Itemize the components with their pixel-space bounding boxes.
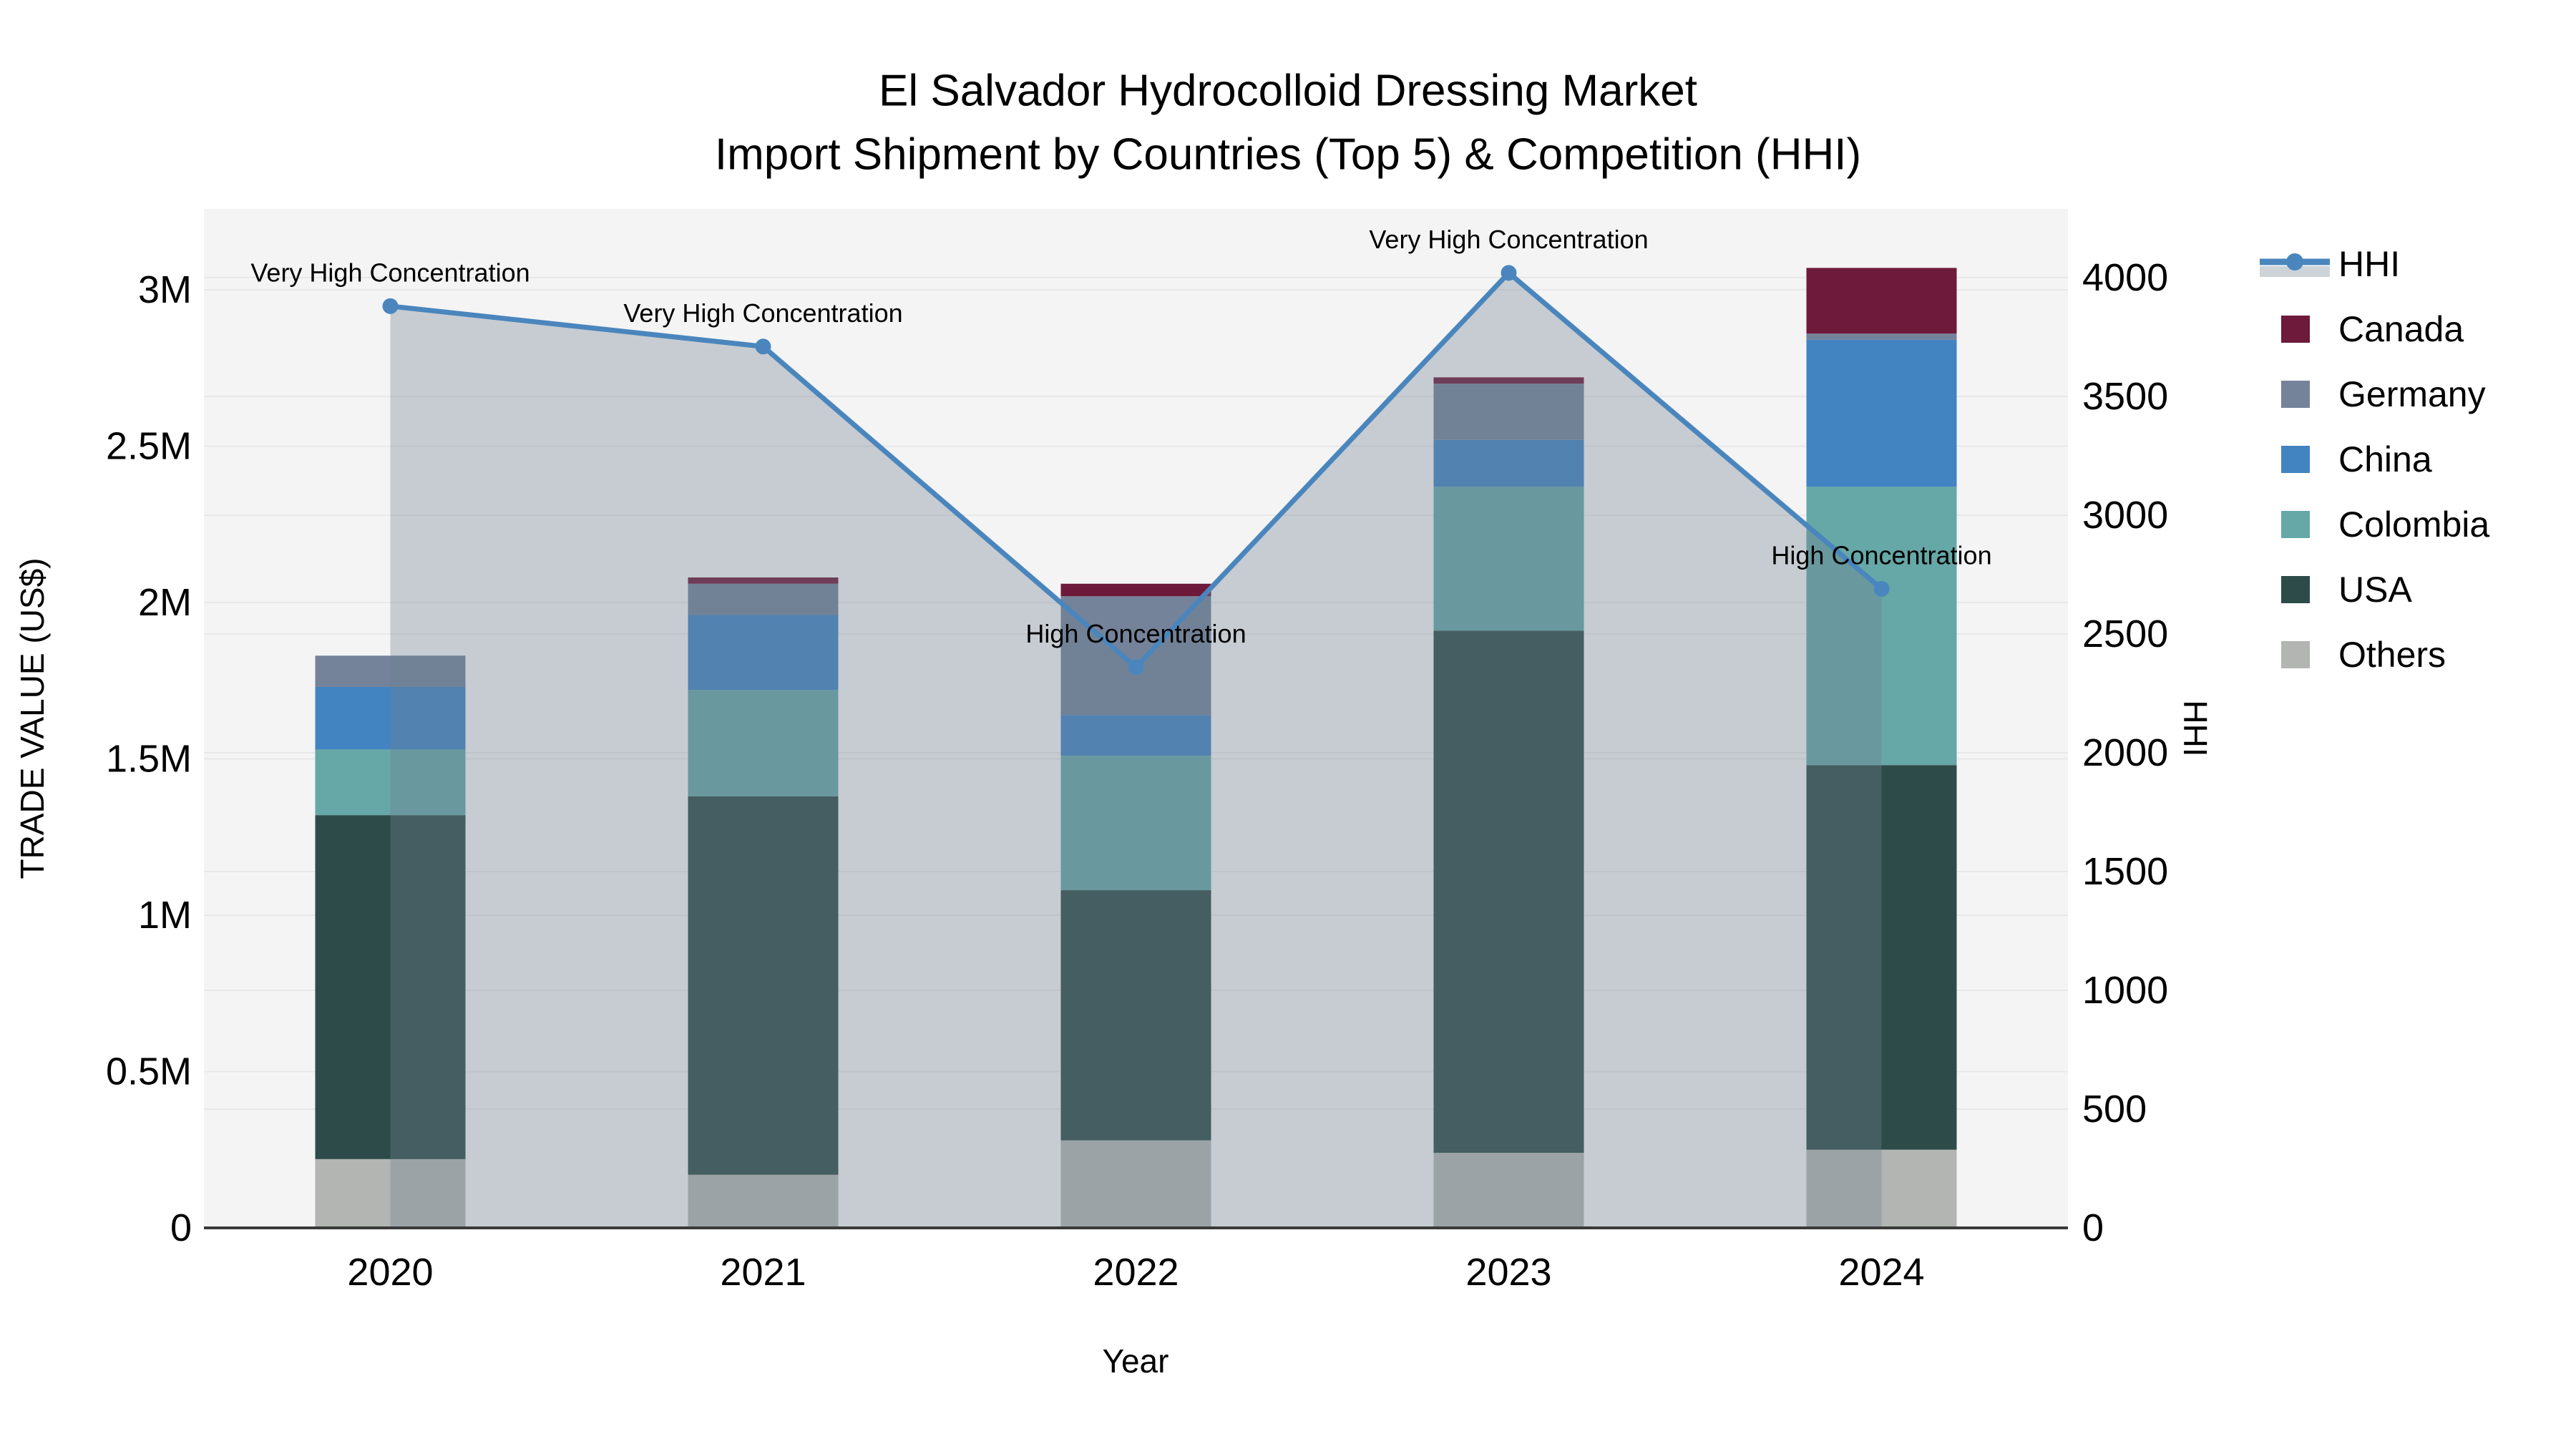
bar-segment-colombia-2020 — [315, 749, 466, 816]
hhi-marker-2022 — [1128, 659, 1144, 675]
legend-label-colombia: Colombia — [2338, 504, 2489, 545]
legend-hhi-marker — [2286, 253, 2303, 270]
x-axis-title: Year — [1103, 1342, 1169, 1380]
annotation-2020: Very High Concentration — [250, 258, 530, 287]
y-left-tick-1.5M: 1.5M — [106, 738, 192, 781]
legend-swatch-china — [2281, 446, 2310, 473]
y-left-tick-0.5M: 0.5M — [106, 1050, 192, 1093]
x-tick-2024: 2024 — [1838, 1251, 1924, 1294]
bar-segment-colombia-2022 — [1060, 756, 1211, 891]
y-right-tick-1000: 1000 — [2082, 969, 2168, 1012]
x-tick-2020: 2020 — [347, 1251, 433, 1294]
legend-label-germany: Germany — [2338, 374, 2486, 414]
hhi-area-fill — [390, 273, 1882, 1228]
bar-segment-others-2023 — [1433, 1153, 1584, 1228]
y-left-tick-2.5M: 2.5M — [106, 425, 192, 468]
y-left-tick-0: 0 — [170, 1206, 192, 1249]
bar-segment-colombia-2021 — [688, 690, 839, 796]
bar-segment-colombia-2023 — [1433, 487, 1584, 631]
y-right-tick-500: 500 — [2082, 1088, 2147, 1131]
bar-segment-usa-2020 — [315, 815, 466, 1159]
bar-segment-china-2021 — [688, 615, 839, 691]
annotation-2024: High Concentration — [1771, 540, 1991, 570]
annotation-2021: Very High Concentration — [623, 298, 902, 328]
x-tick-2022: 2022 — [1093, 1251, 1179, 1294]
bar-segment-germany-2021 — [688, 583, 839, 615]
y-right-tick-2500: 2500 — [2082, 613, 2168, 655]
bar-segment-canada-2021 — [688, 577, 839, 584]
bar-segment-canada-2024 — [1806, 268, 1957, 334]
legend-swatch-others — [2281, 641, 2310, 668]
y-right-axis-title: HHI — [2177, 700, 2214, 756]
y-left-tick-1M: 1M — [138, 894, 192, 937]
legend-label-canada: Canada — [2338, 309, 2464, 349]
legend-swatch-germany — [2281, 381, 2310, 408]
chart-title-line2: Import Shipment by Countries (Top 5) & C… — [715, 130, 1861, 180]
bar-segment-usa-2024 — [1806, 765, 1957, 1150]
bar-segment-colombia-2024 — [1806, 487, 1957, 766]
x-tick-2023: 2023 — [1465, 1251, 1551, 1294]
bar-segment-canada-2023 — [1433, 377, 1584, 384]
legend-label-hhi: HHI — [2338, 244, 2400, 284]
bar-segment-china-2024 — [1806, 339, 1957, 487]
chart-title-line1: El Salvador Hydrocolloid Dressing Market — [879, 67, 1697, 116]
legend-label-others: Others — [2338, 635, 2446, 675]
bar-segment-china-2020 — [315, 686, 466, 750]
bar-segment-germany-2024 — [1806, 333, 1957, 340]
bar-segment-others-2020 — [315, 1158, 466, 1228]
y-right-tick-3000: 3000 — [2082, 494, 2168, 537]
bar-segment-usa-2023 — [1433, 630, 1584, 1153]
legend-label-usa: USA — [2338, 570, 2412, 610]
y-left-tick-2M: 2M — [138, 581, 192, 624]
bar-segment-canada-2022 — [1060, 583, 1211, 597]
annotation-2022: High Concentration — [1025, 619, 1246, 648]
y-right-tick-0: 0 — [2082, 1206, 2104, 1249]
y-left-tick-3M: 3M — [138, 268, 192, 311]
bar-segment-germany-2023 — [1433, 384, 1584, 440]
y-right-tick-3500: 3500 — [2082, 375, 2168, 418]
bar-segment-china-2023 — [1433, 439, 1584, 487]
y-right-tick-4000: 4000 — [2082, 256, 2168, 299]
y-right-tick-2000: 2000 — [2082, 731, 2168, 774]
bar-segment-germany-2020 — [315, 655, 466, 687]
annotation-2023: Very High Concentration — [1369, 225, 1648, 254]
hhi-marker-2023 — [1501, 265, 1517, 281]
legend-swatch-usa — [2281, 576, 2310, 603]
x-tick-2021: 2021 — [720, 1251, 806, 1294]
bar-segment-usa-2022 — [1060, 890, 1211, 1141]
hhi-marker-2021 — [755, 338, 771, 355]
legend-swatch-colombia — [2281, 511, 2310, 538]
bar-segment-china-2022 — [1060, 715, 1211, 756]
hhi-marker-2020 — [382, 298, 399, 314]
hhi-marker-2024 — [1873, 580, 1890, 597]
bar-segment-others-2022 — [1060, 1140, 1211, 1228]
bar-segment-others-2024 — [1806, 1149, 1957, 1228]
bar-segment-usa-2021 — [688, 796, 839, 1175]
legend-label-china: China — [2338, 439, 2432, 479]
legend-swatch-canada — [2281, 316, 2310, 343]
y-right-tick-1500: 1500 — [2082, 850, 2168, 893]
y-left-axis-title: TRADE VALUE (US$) — [14, 557, 51, 879]
legend-hhi-fill-swatch — [2260, 266, 2330, 277]
bar-segment-others-2021 — [688, 1174, 839, 1228]
